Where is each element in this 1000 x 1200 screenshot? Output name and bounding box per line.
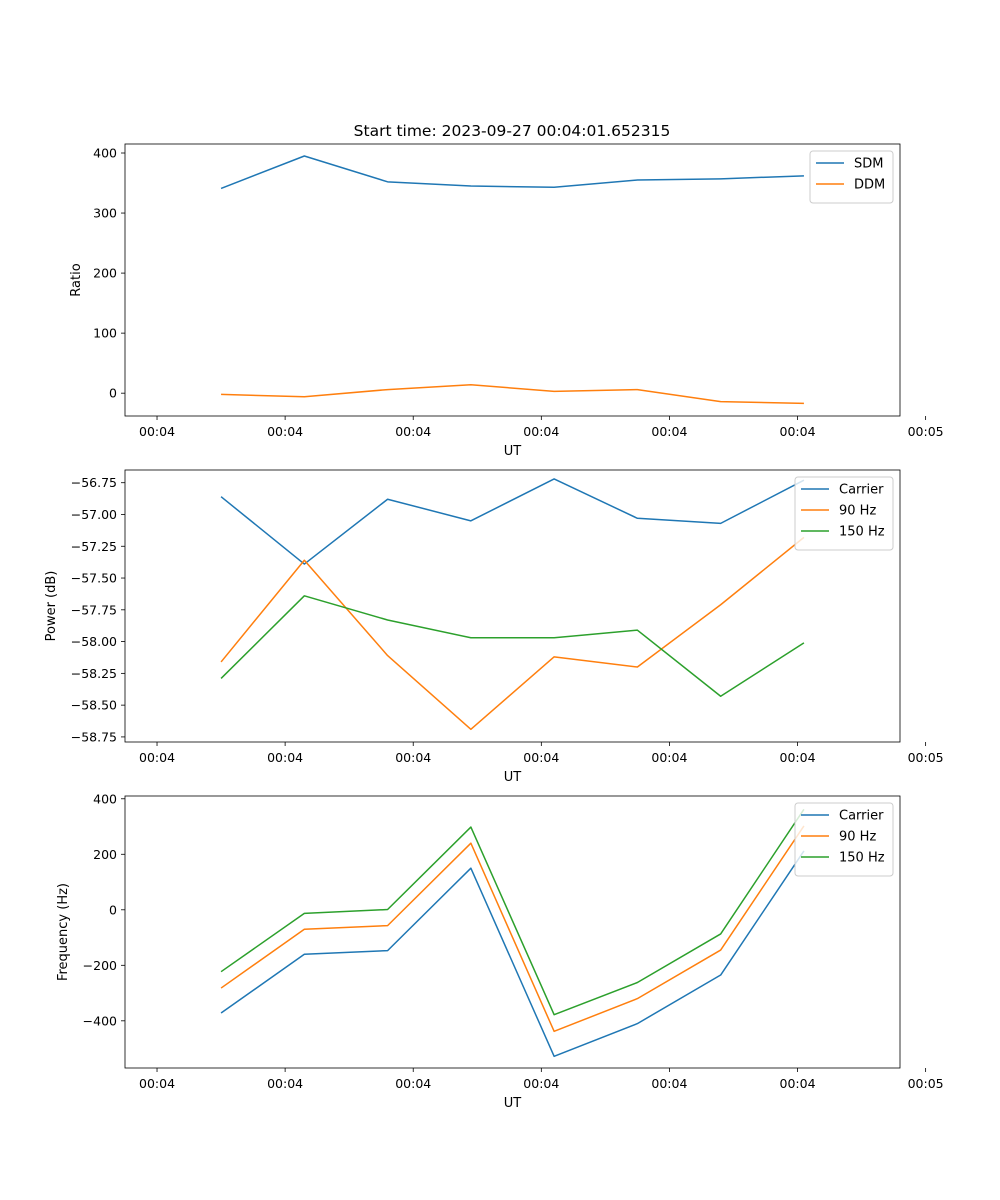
frequency-y-tick-label: 400	[93, 791, 117, 806]
power-x-tick-label: 00:04	[267, 750, 303, 765]
power-series-line-90-hz	[220, 536, 805, 731]
power-y-tick-label: −58.50	[71, 698, 117, 713]
power-series-line-carrier	[220, 478, 805, 565]
frequency-series-line-90-hz	[220, 825, 805, 1033]
ratio-x-tick-label: 00:04	[267, 424, 303, 439]
frequency-x-tick-label: 00:05	[908, 1076, 944, 1091]
power-legend-label: 90 Hz	[839, 504, 876, 519]
frequency-series-line-carrier	[220, 850, 805, 1058]
ratio-legend-label: SDM	[854, 157, 883, 172]
frequency-legend-label: 150 Hz	[839, 851, 885, 866]
power-series-line-150-hz	[220, 595, 805, 697]
power-y-tick-label: −57.25	[71, 539, 117, 554]
ratio-x-tick-label: 00:04	[139, 424, 175, 439]
ratio-y-tick-label: 300	[93, 206, 117, 221]
ratio-series-line-sdm	[220, 155, 804, 190]
ratio-panel: 00:04 00:04 00:04 00:04 00:04 00:04 00:05 0 100 2…	[69, 143, 944, 459]
frequency-y-tick-label: 0	[109, 902, 117, 917]
ratio-x-axis-label: UT	[504, 444, 522, 459]
power-x-tick-label: 00:04	[780, 750, 816, 765]
frequency-y-axis-label: Frequency (Hz)	[56, 883, 71, 981]
frequency-y-tick-label: 200	[93, 847, 117, 862]
ratio-y-tick-label: 400	[93, 146, 117, 161]
frequency-x-tick-label: 00:04	[267, 1076, 303, 1091]
ratio-axes-frame	[124, 143, 901, 417]
frequency-legend-label: 90 Hz	[839, 830, 876, 845]
ratio-x-tick-label: 00:05	[908, 424, 944, 439]
frequency-legend-label: Carrier	[839, 809, 884, 824]
frequency-x-axis-label: UT	[504, 1096, 522, 1111]
ratio-x-tick-label: 00:04	[780, 424, 816, 439]
power-x-tick-label: 00:04	[651, 750, 687, 765]
ratio-y-tick-label: 100	[93, 326, 117, 341]
frequency-y-tick-label: −200	[83, 958, 117, 973]
frequency-x-tick-label: 00:04	[651, 1076, 687, 1091]
ratio-legend: SDM DDM	[809, 150, 894, 204]
frequency-x-tick-label: 00:04	[395, 1076, 431, 1091]
power-y-axis-label: Power (dB)	[44, 571, 59, 642]
ratio-x-tick-label: 00:04	[651, 424, 687, 439]
ratio-series-line-ddm	[221, 384, 804, 405]
figure-title: Start time: 2023-09-27 00:04:01.652315	[354, 122, 671, 140]
frequency-axes-frame	[124, 795, 901, 1069]
power-y-tick-label: −58.25	[71, 666, 117, 681]
power-y-tick-label: −57.00	[71, 507, 117, 522]
power-x-axis-label: UT	[504, 770, 522, 785]
power-x-tick-label: 00:04	[395, 750, 431, 765]
ratio-legend-box	[809, 150, 894, 204]
frequency-x-tick-label: 00:04	[139, 1076, 175, 1091]
power-x-tick-label: 00:04	[523, 750, 559, 765]
frequency-y-tick-label: −400	[83, 1013, 117, 1028]
power-y-tick-label: −57.75	[71, 602, 117, 617]
power-legend-label: 150 Hz	[839, 525, 885, 540]
power-x-tick-label: 00:04	[139, 750, 175, 765]
frequency-x-tick-label: 00:04	[523, 1076, 559, 1091]
power-y-tick-label: −56.75	[71, 475, 117, 490]
power-panel: 00:04 00:04 00:04 00:04 00:04 00:04 00:05 −58.7…	[44, 469, 944, 785]
ratio-x-tick-label: 00:04	[523, 424, 559, 439]
power-x-tick-label: 00:05	[908, 750, 944, 765]
ratio-legend-label: DDM	[854, 178, 885, 193]
ratio-x-tick-label: 00:04	[395, 424, 431, 439]
power-y-tick-label: −58.00	[71, 634, 117, 649]
power-legend: Carrier 90 Hz 150 Hz	[794, 476, 894, 551]
power-y-tick-label: −57.50	[71, 571, 117, 586]
ratio-y-tick-label: 0	[109, 386, 117, 401]
ratio-y-axis-label: Ratio	[69, 263, 84, 296]
ratio-y-tick-label: 200	[93, 266, 117, 281]
power-axes-frame	[124, 469, 901, 743]
power-y-tick-label: −58.75	[71, 729, 117, 744]
frequency-series-line-150-hz	[220, 808, 805, 1016]
frequency-x-tick-label: 00:04	[780, 1076, 816, 1091]
power-legend-label: Carrier	[839, 483, 884, 498]
frequency-panel: 00:04 00:04 00:04 00:04 00:04 00:04 00:05 −400 −…	[56, 791, 944, 1111]
frequency-legend: Carrier 90 Hz 150 Hz	[794, 802, 894, 877]
